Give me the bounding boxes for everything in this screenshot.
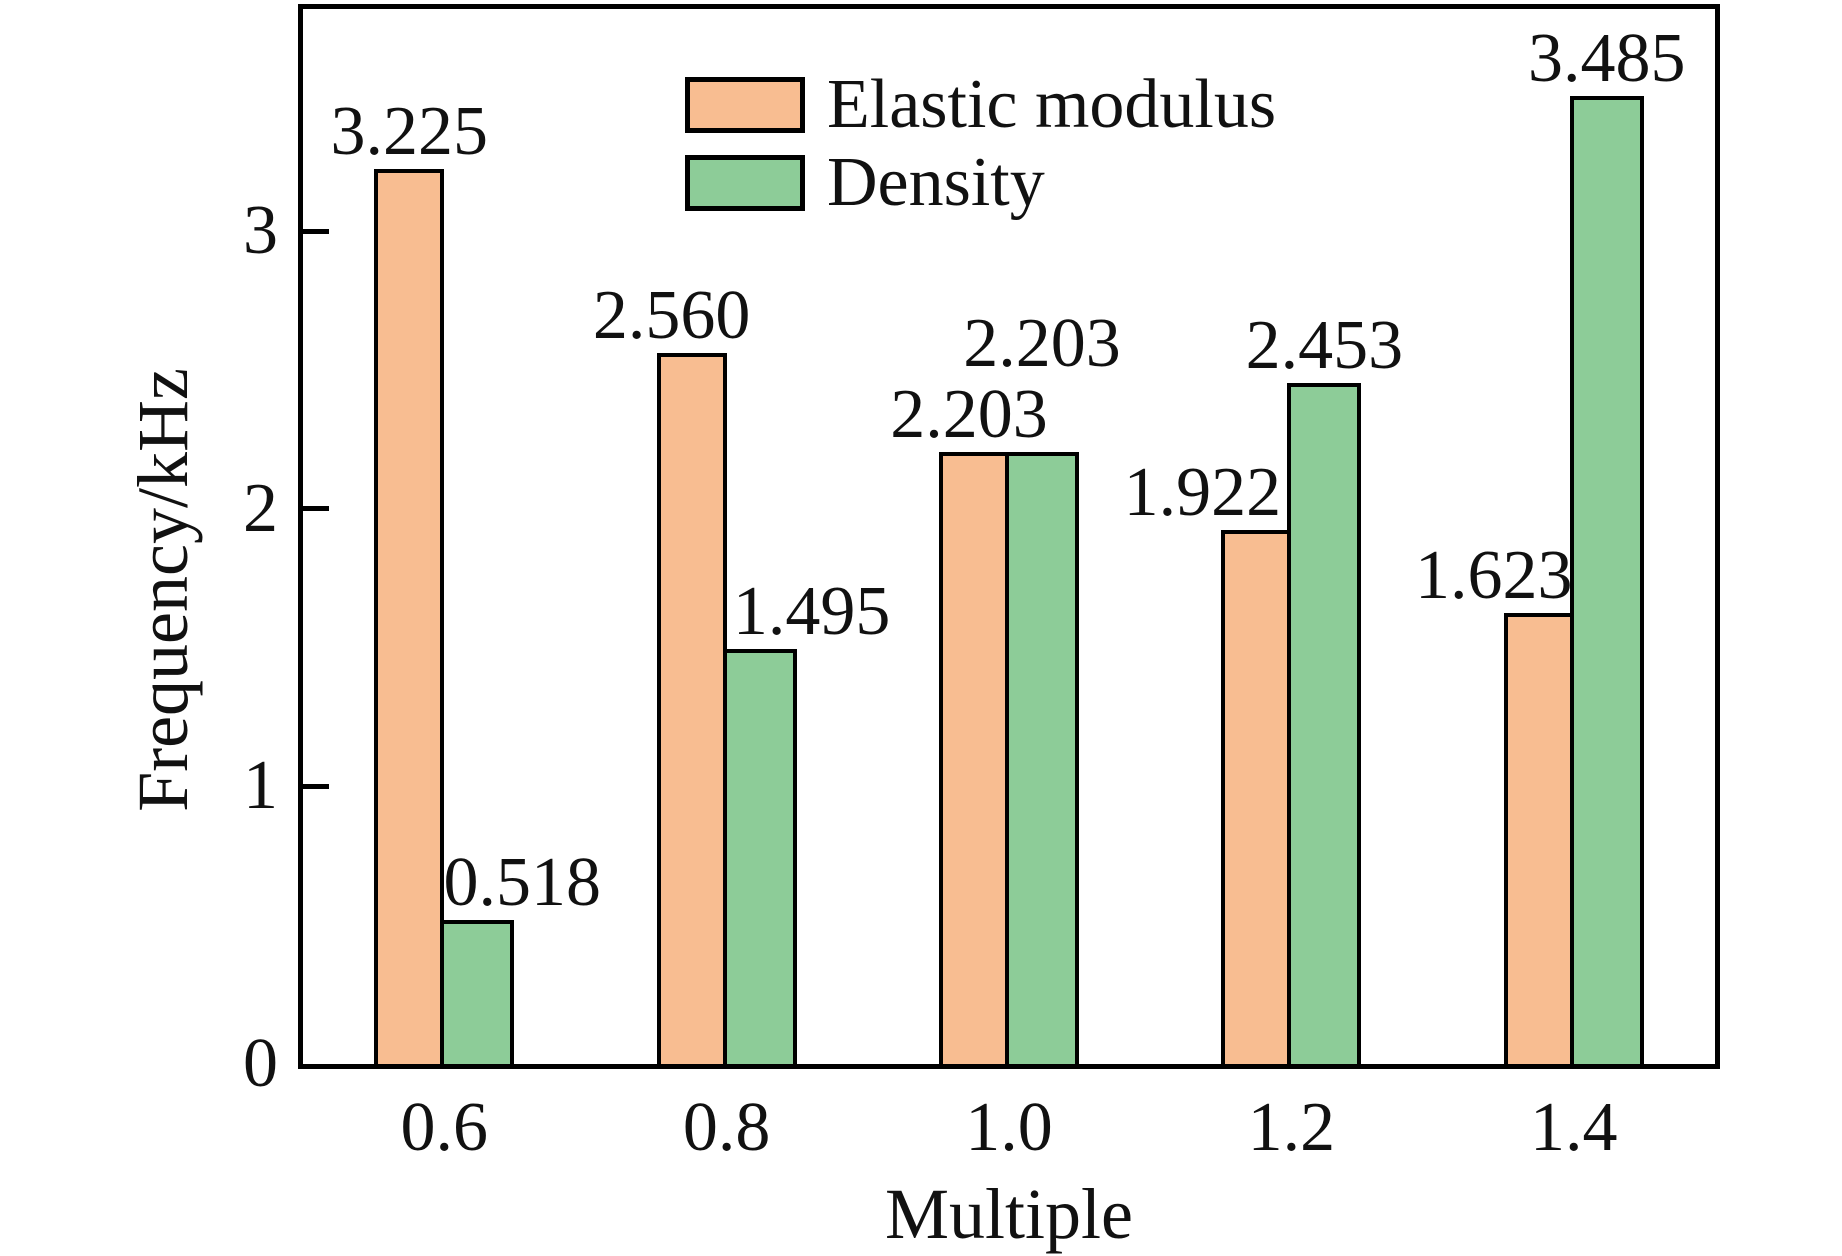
y-tick-label: 2 [243, 469, 278, 547]
legend-swatch-density [685, 155, 805, 211]
value-label-elastic-modulus-1.4: 1.623 [1415, 537, 1573, 615]
y-tick-mark [303, 783, 329, 789]
value-label-elastic-modulus-1.2: 1.922 [1123, 454, 1282, 532]
value-label-density-1.4: 3.485 [1528, 20, 1686, 98]
bar-elastic-modulus-0.8 [656, 353, 727, 1069]
bar-density-0.6 [440, 920, 515, 1069]
value-label-elastic-modulus-0.8: 2.560 [592, 277, 751, 355]
y-tick-label: 0 [243, 1025, 278, 1102]
value-label-density-0.8: 1.495 [732, 572, 891, 650]
y-tick-label: 1 [243, 747, 278, 825]
legend-swatch-elastic-modulus [685, 77, 805, 133]
value-label-elastic-modulus-1.0: 2.203 [890, 376, 1048, 454]
bar-elastic-modulus-1.2 [1221, 530, 1292, 1069]
x-tick-label-0.8: 0.8 [682, 1089, 771, 1166]
x-tick-label-1.4: 1.4 [1530, 1089, 1618, 1166]
bar-density-1.0 [1005, 452, 1079, 1069]
bar-density-0.8 [722, 648, 797, 1069]
bar-elastic-modulus-0.6 [374, 168, 445, 1069]
legend-label: Density [827, 144, 1045, 221]
legend-item-elastic-modulus: Elastic modulus [685, 70, 1276, 140]
x-axis-title: Multiple [885, 1174, 1133, 1254]
y-tick-label: 3 [243, 192, 278, 270]
bar-density-1.2 [1287, 382, 1362, 1069]
x-tick-label-1.0: 1.0 [965, 1089, 1053, 1166]
y-axis-title: Frequency/kHz [123, 368, 203, 812]
y-tick-mark [303, 228, 329, 234]
x-tick-label-0.6: 0.6 [400, 1089, 488, 1166]
legend-item-density: Density [685, 148, 1276, 218]
value-label-density-0.6: 0.518 [443, 844, 601, 922]
value-label-density-1.0: 2.203 [963, 305, 1121, 383]
bar-elastic-modulus-1.0 [939, 452, 1009, 1069]
value-label-elastic-modulus-0.6: 3.225 [330, 92, 488, 170]
legend-label: Elastic modulus [827, 66, 1277, 143]
y-tick-mark [303, 506, 329, 512]
legend: Elastic modulus Density [685, 70, 1276, 226]
value-label-density-1.2: 2.453 [1245, 306, 1404, 384]
bar-elastic-modulus-1.4 [1503, 613, 1574, 1069]
x-tick-label-1.2: 1.2 [1247, 1089, 1336, 1166]
